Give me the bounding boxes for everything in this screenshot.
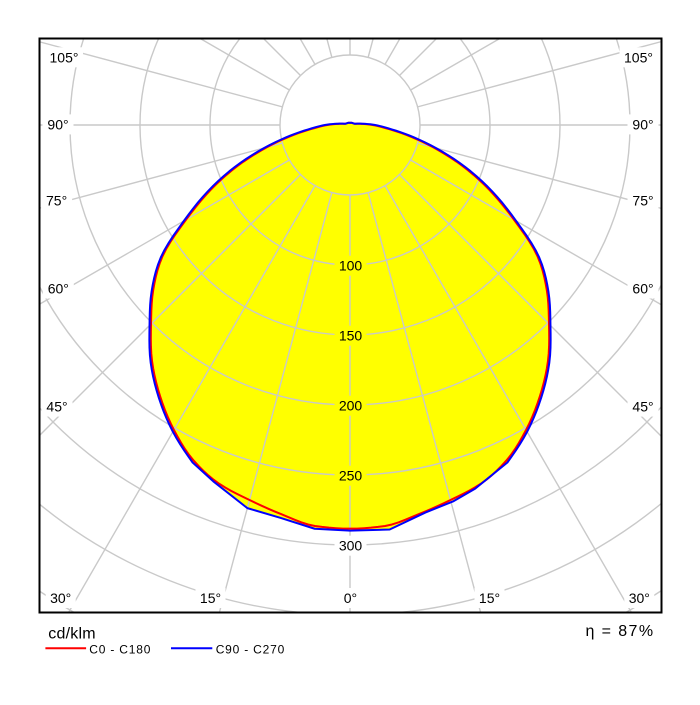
svg-text:60°: 60° <box>632 281 653 297</box>
svg-text:C0 - C180: C0 - C180 <box>89 643 151 657</box>
svg-text:75°: 75° <box>46 193 67 209</box>
svg-text:300: 300 <box>339 538 363 554</box>
svg-text:cd/klm: cd/klm <box>48 626 95 643</box>
svg-text:45°: 45° <box>46 399 67 415</box>
svg-text:250: 250 <box>339 468 363 484</box>
svg-text:105°: 105° <box>624 49 653 65</box>
svg-text:0°: 0° <box>344 590 357 606</box>
svg-text:90°: 90° <box>47 116 68 132</box>
svg-text:15°: 15° <box>200 590 221 606</box>
svg-text:90°: 90° <box>632 116 653 132</box>
svg-text:45°: 45° <box>632 399 653 415</box>
svg-text:60°: 60° <box>48 281 69 297</box>
svg-text:15°: 15° <box>479 590 500 606</box>
svg-text:150: 150 <box>339 328 363 344</box>
svg-text:100: 100 <box>339 258 363 274</box>
svg-text:C90 - C270: C90 - C270 <box>216 643 285 657</box>
svg-text:30°: 30° <box>50 590 71 606</box>
svg-text:200: 200 <box>339 398 363 414</box>
svg-text:105°: 105° <box>50 49 79 65</box>
svg-text:η = 87%: η = 87% <box>586 623 655 640</box>
svg-text:30°: 30° <box>629 590 650 606</box>
svg-text:75°: 75° <box>632 193 653 209</box>
